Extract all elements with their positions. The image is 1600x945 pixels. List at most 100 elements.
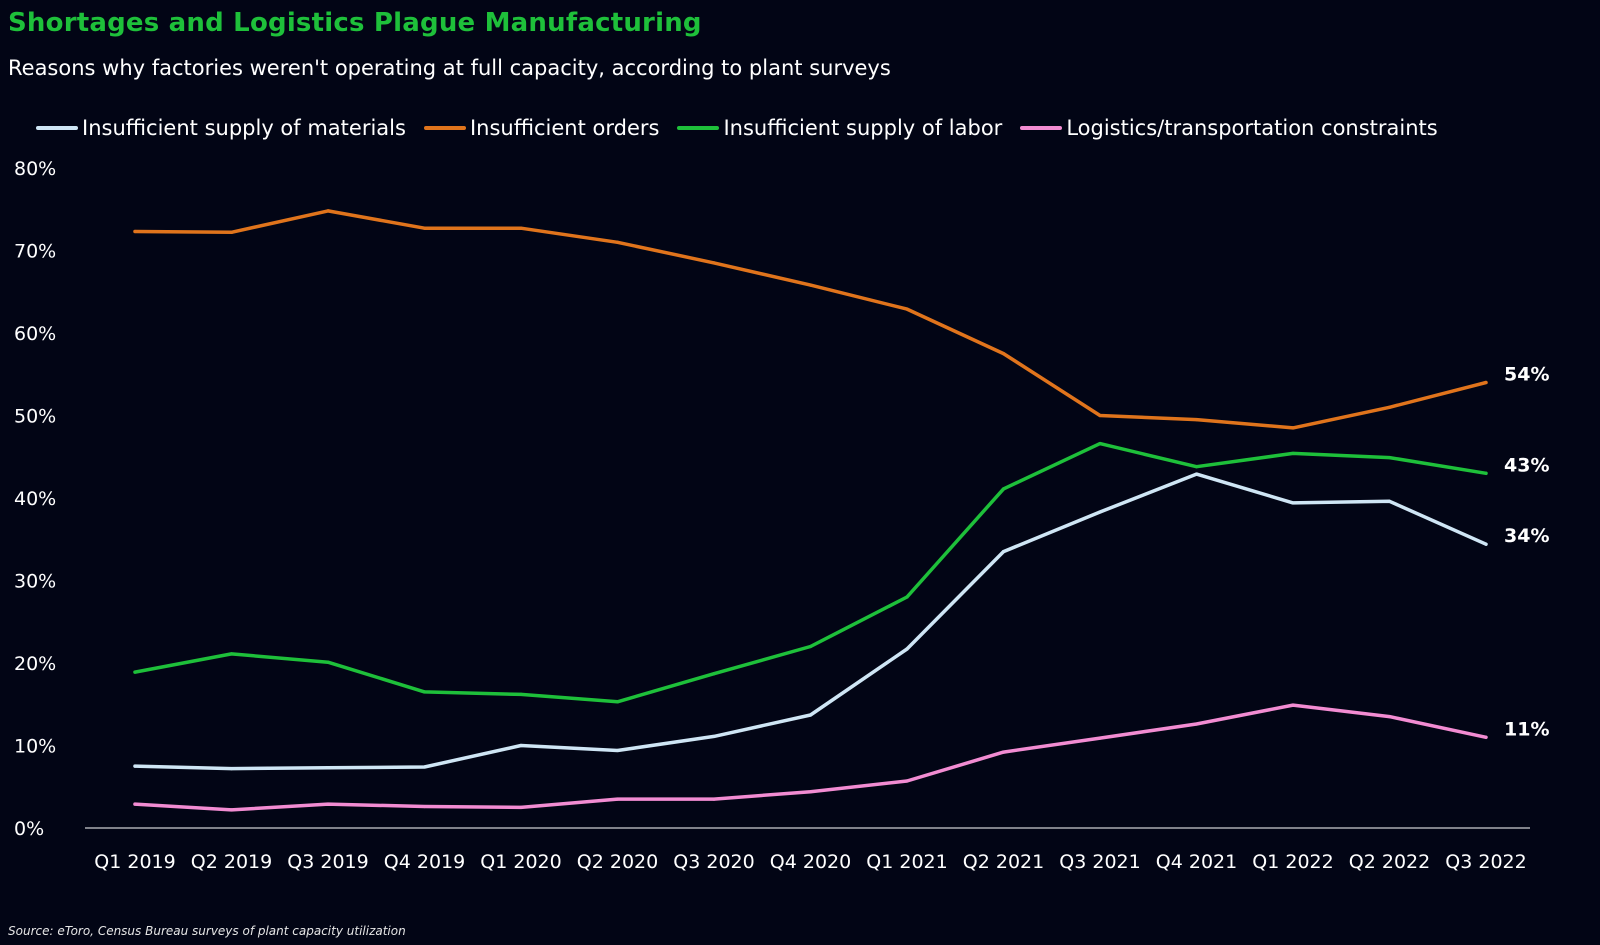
- data-point: [422, 226, 427, 230]
- data-point: [229, 808, 234, 812]
- data-point: [326, 766, 330, 770]
- data-point: [519, 805, 523, 809]
- data-point: [1484, 735, 1488, 739]
- legend-item-labor: Insufficient supply of labor: [677, 116, 1002, 140]
- end-value-label: 11%: [1504, 718, 1549, 740]
- data-point: [1001, 352, 1006, 356]
- data-point: [1387, 499, 1392, 503]
- legend-swatch-logistics: [1020, 126, 1063, 130]
- legend-swatch-orders: [423, 126, 466, 130]
- x-tick-label: Q3 2019: [287, 851, 368, 873]
- data-point: [422, 765, 427, 769]
- data-point: [1001, 550, 1006, 554]
- data-point: [905, 647, 909, 651]
- data-point: [326, 660, 330, 664]
- data-point: [229, 652, 234, 656]
- data-point: [326, 802, 330, 806]
- legend-label-logistics: Logistics/transportation constraints: [1066, 116, 1438, 140]
- x-tick-label: Q4 2021: [1156, 851, 1237, 873]
- series-line: [133, 472, 1488, 771]
- legend-swatch-labor: [677, 126, 720, 130]
- data-point: [1387, 455, 1392, 460]
- series-line: [133, 209, 1488, 430]
- y-tick-label: 20%: [14, 653, 56, 675]
- x-tick-label: Q3 2022: [1445, 851, 1526, 873]
- data-point: [1194, 472, 1199, 476]
- y-tick-label: 30%: [14, 571, 56, 593]
- legend-label-orders: Insufficient orders: [469, 116, 660, 140]
- legend-item-logistics: Logistics/transportation constraints: [1020, 116, 1438, 140]
- data-point: [1098, 413, 1102, 418]
- data-point: [615, 240, 620, 244]
- data-point: [519, 226, 523, 230]
- series-line: [133, 441, 1488, 704]
- x-tick-label: Q1 2020: [480, 851, 561, 873]
- source-note: Source: eToro, Census Bureau surveys of …: [8, 924, 406, 938]
- x-tick-label: Q1 2019: [94, 851, 175, 873]
- data-point: [229, 767, 234, 771]
- data-point: [133, 764, 137, 768]
- data-point: [519, 743, 523, 748]
- data-point: [1484, 380, 1488, 385]
- series-line: [133, 703, 1488, 812]
- end-value-label: 43%: [1504, 454, 1549, 476]
- data-point: [808, 644, 813, 649]
- x-tick-label: Q4 2019: [384, 851, 465, 873]
- legend-label-labor: Insufficient supply of labor: [723, 116, 1003, 140]
- data-point: [712, 797, 716, 801]
- data-point: [1098, 441, 1102, 446]
- data-point: [1291, 501, 1295, 505]
- x-tick-label: Q2 2020: [577, 851, 658, 873]
- x-tick-label: Q3 2021: [1059, 851, 1140, 873]
- legend-label-materials: Insufficient supply of materials: [82, 116, 406, 140]
- data-point: [615, 797, 620, 801]
- data-point: [712, 261, 716, 265]
- legend-item-materials: Insufficient supply of materials: [36, 116, 406, 140]
- data-point: [133, 802, 137, 806]
- data-point: [229, 230, 234, 234]
- y-tick-label: 10%: [14, 736, 56, 758]
- end-value-label: 34%: [1504, 525, 1549, 547]
- data-point: [1291, 426, 1295, 430]
- data-point: [808, 283, 813, 287]
- y-tick-label: 50%: [14, 406, 56, 428]
- data-point: [1484, 471, 1488, 475]
- y-tick-label: 0%: [14, 818, 44, 840]
- x-tick-label: Q2 2019: [191, 851, 272, 873]
- chart-legend: Insufficient supply of materials Insuffi…: [36, 116, 1456, 140]
- y-tick-label: 40%: [14, 488, 56, 510]
- data-point: [808, 790, 813, 794]
- chart-subtitle: Reasons why factories weren't operating …: [8, 56, 891, 80]
- data-point: [615, 700, 620, 704]
- data-point: [905, 595, 909, 599]
- legend-item-orders: Insufficient orders: [423, 116, 660, 140]
- data-point: [1194, 465, 1199, 469]
- data-point: [1387, 715, 1392, 719]
- x-tick-label: Q1 2021: [866, 851, 947, 873]
- y-tick-label: 70%: [14, 241, 56, 263]
- x-tick-label: Q1 2022: [1252, 851, 1333, 873]
- data-point: [133, 670, 137, 674]
- x-tick-label: Q3 2020: [673, 851, 754, 873]
- data-point: [712, 734, 716, 739]
- data-point: [615, 748, 620, 753]
- y-tick-label: 80%: [14, 158, 56, 180]
- chart-title: Shortages and Logistics Plague Manufactu…: [8, 8, 702, 38]
- x-tick-label: Q2 2021: [963, 851, 1044, 873]
- legend-swatch-materials: [36, 126, 78, 130]
- data-point: [712, 672, 716, 676]
- data-point: [519, 692, 523, 696]
- data-point: [326, 209, 330, 213]
- data-point: [1291, 703, 1295, 707]
- x-tick-label: Q4 2020: [770, 851, 851, 873]
- data-point: [808, 713, 813, 717]
- data-point: [1098, 510, 1102, 514]
- data-point: [1001, 487, 1006, 491]
- data-point: [905, 307, 909, 311]
- data-point: [422, 804, 427, 809]
- end-value-label: 54%: [1504, 364, 1549, 386]
- data-point: [1194, 722, 1199, 726]
- data-point: [1387, 405, 1392, 409]
- y-tick-label: 60%: [14, 323, 56, 345]
